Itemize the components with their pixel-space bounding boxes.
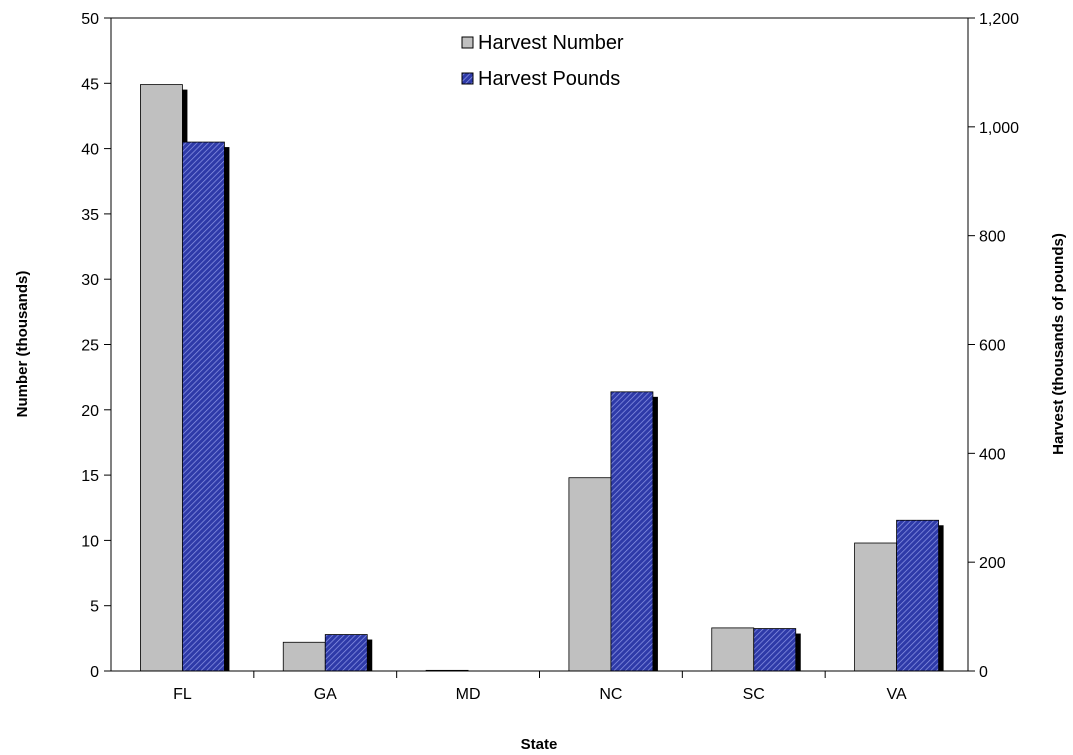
x-tick-label-ga: GA <box>314 686 337 703</box>
y-right-tick-label: 800 <box>979 229 1006 246</box>
y-left-tick-label: 0 <box>90 664 99 681</box>
y-right-tick-label: 1,000 <box>979 120 1019 137</box>
legend-label-harvest-pounds: Harvest Pounds <box>478 68 620 90</box>
legend-label-harvest-number: Harvest Number <box>478 32 624 54</box>
y-left-tick-label: 5 <box>90 599 99 616</box>
x-tick-label-fl: FL <box>173 686 192 703</box>
axes-layer <box>110 17 969 672</box>
y-right-tick-label: 600 <box>979 338 1006 355</box>
y-right-tick-label: 0 <box>979 664 988 681</box>
bar-harvest-pounds-nc <box>610 391 654 672</box>
y-right-tick-label: 400 <box>979 446 1006 463</box>
y-left-tick-label: 40 <box>81 142 99 159</box>
bar-harvest-number-ga <box>282 641 326 672</box>
y-left-tick-label: 45 <box>81 76 99 93</box>
legend-swatch-harvest-number <box>461 36 474 49</box>
bar-harvest-pounds-ga <box>324 634 368 672</box>
y-left-tick-label: 15 <box>81 468 99 485</box>
x-tick-label-md: MD <box>456 686 481 703</box>
y-right-tick-label: 1,200 <box>979 11 1019 28</box>
bar-harvest-number-va <box>854 542 897 672</box>
y-left-tick-label: 10 <box>81 533 99 550</box>
x-tick-label-sc: SC <box>743 686 765 703</box>
y-axis-right-title: Harvest (thousands of pounds) <box>1050 233 1067 455</box>
bar-harvest-pounds-fl <box>182 141 225 672</box>
y-left-tick-label: 25 <box>81 338 99 355</box>
legend: Harvest Number Harvest Pounds <box>461 32 624 90</box>
y-axis-left-title: Number (thousands) <box>14 271 31 418</box>
bar-harvest-pounds-sc <box>753 628 797 672</box>
y-left-tick-label: 50 <box>81 11 99 28</box>
legend-swatch-harvest-pounds <box>461 72 474 85</box>
x-tick-label-va: VA <box>887 686 907 703</box>
bar-harvest-pounds-va <box>896 519 939 672</box>
bar-harvest-number-sc <box>711 627 755 672</box>
ticks-layer: FL GA MD NC SC VA 0 5 10 15 20 25 30 35 40 45 50 0 200 400 6… <box>81 11 1019 703</box>
y-left-tick-label: 20 <box>81 403 99 420</box>
bar-harvest-number-fl <box>140 84 183 672</box>
x-tick-label-nc: NC <box>599 686 622 703</box>
bar-harvest-number-nc <box>568 477 612 672</box>
x-axis-title: State <box>521 736 558 753</box>
y-right-tick-label: 200 <box>979 555 1006 572</box>
y-left-tick-label: 35 <box>81 207 99 224</box>
bars-layer <box>140 84 944 672</box>
y-left-tick-label: 30 <box>81 272 99 289</box>
